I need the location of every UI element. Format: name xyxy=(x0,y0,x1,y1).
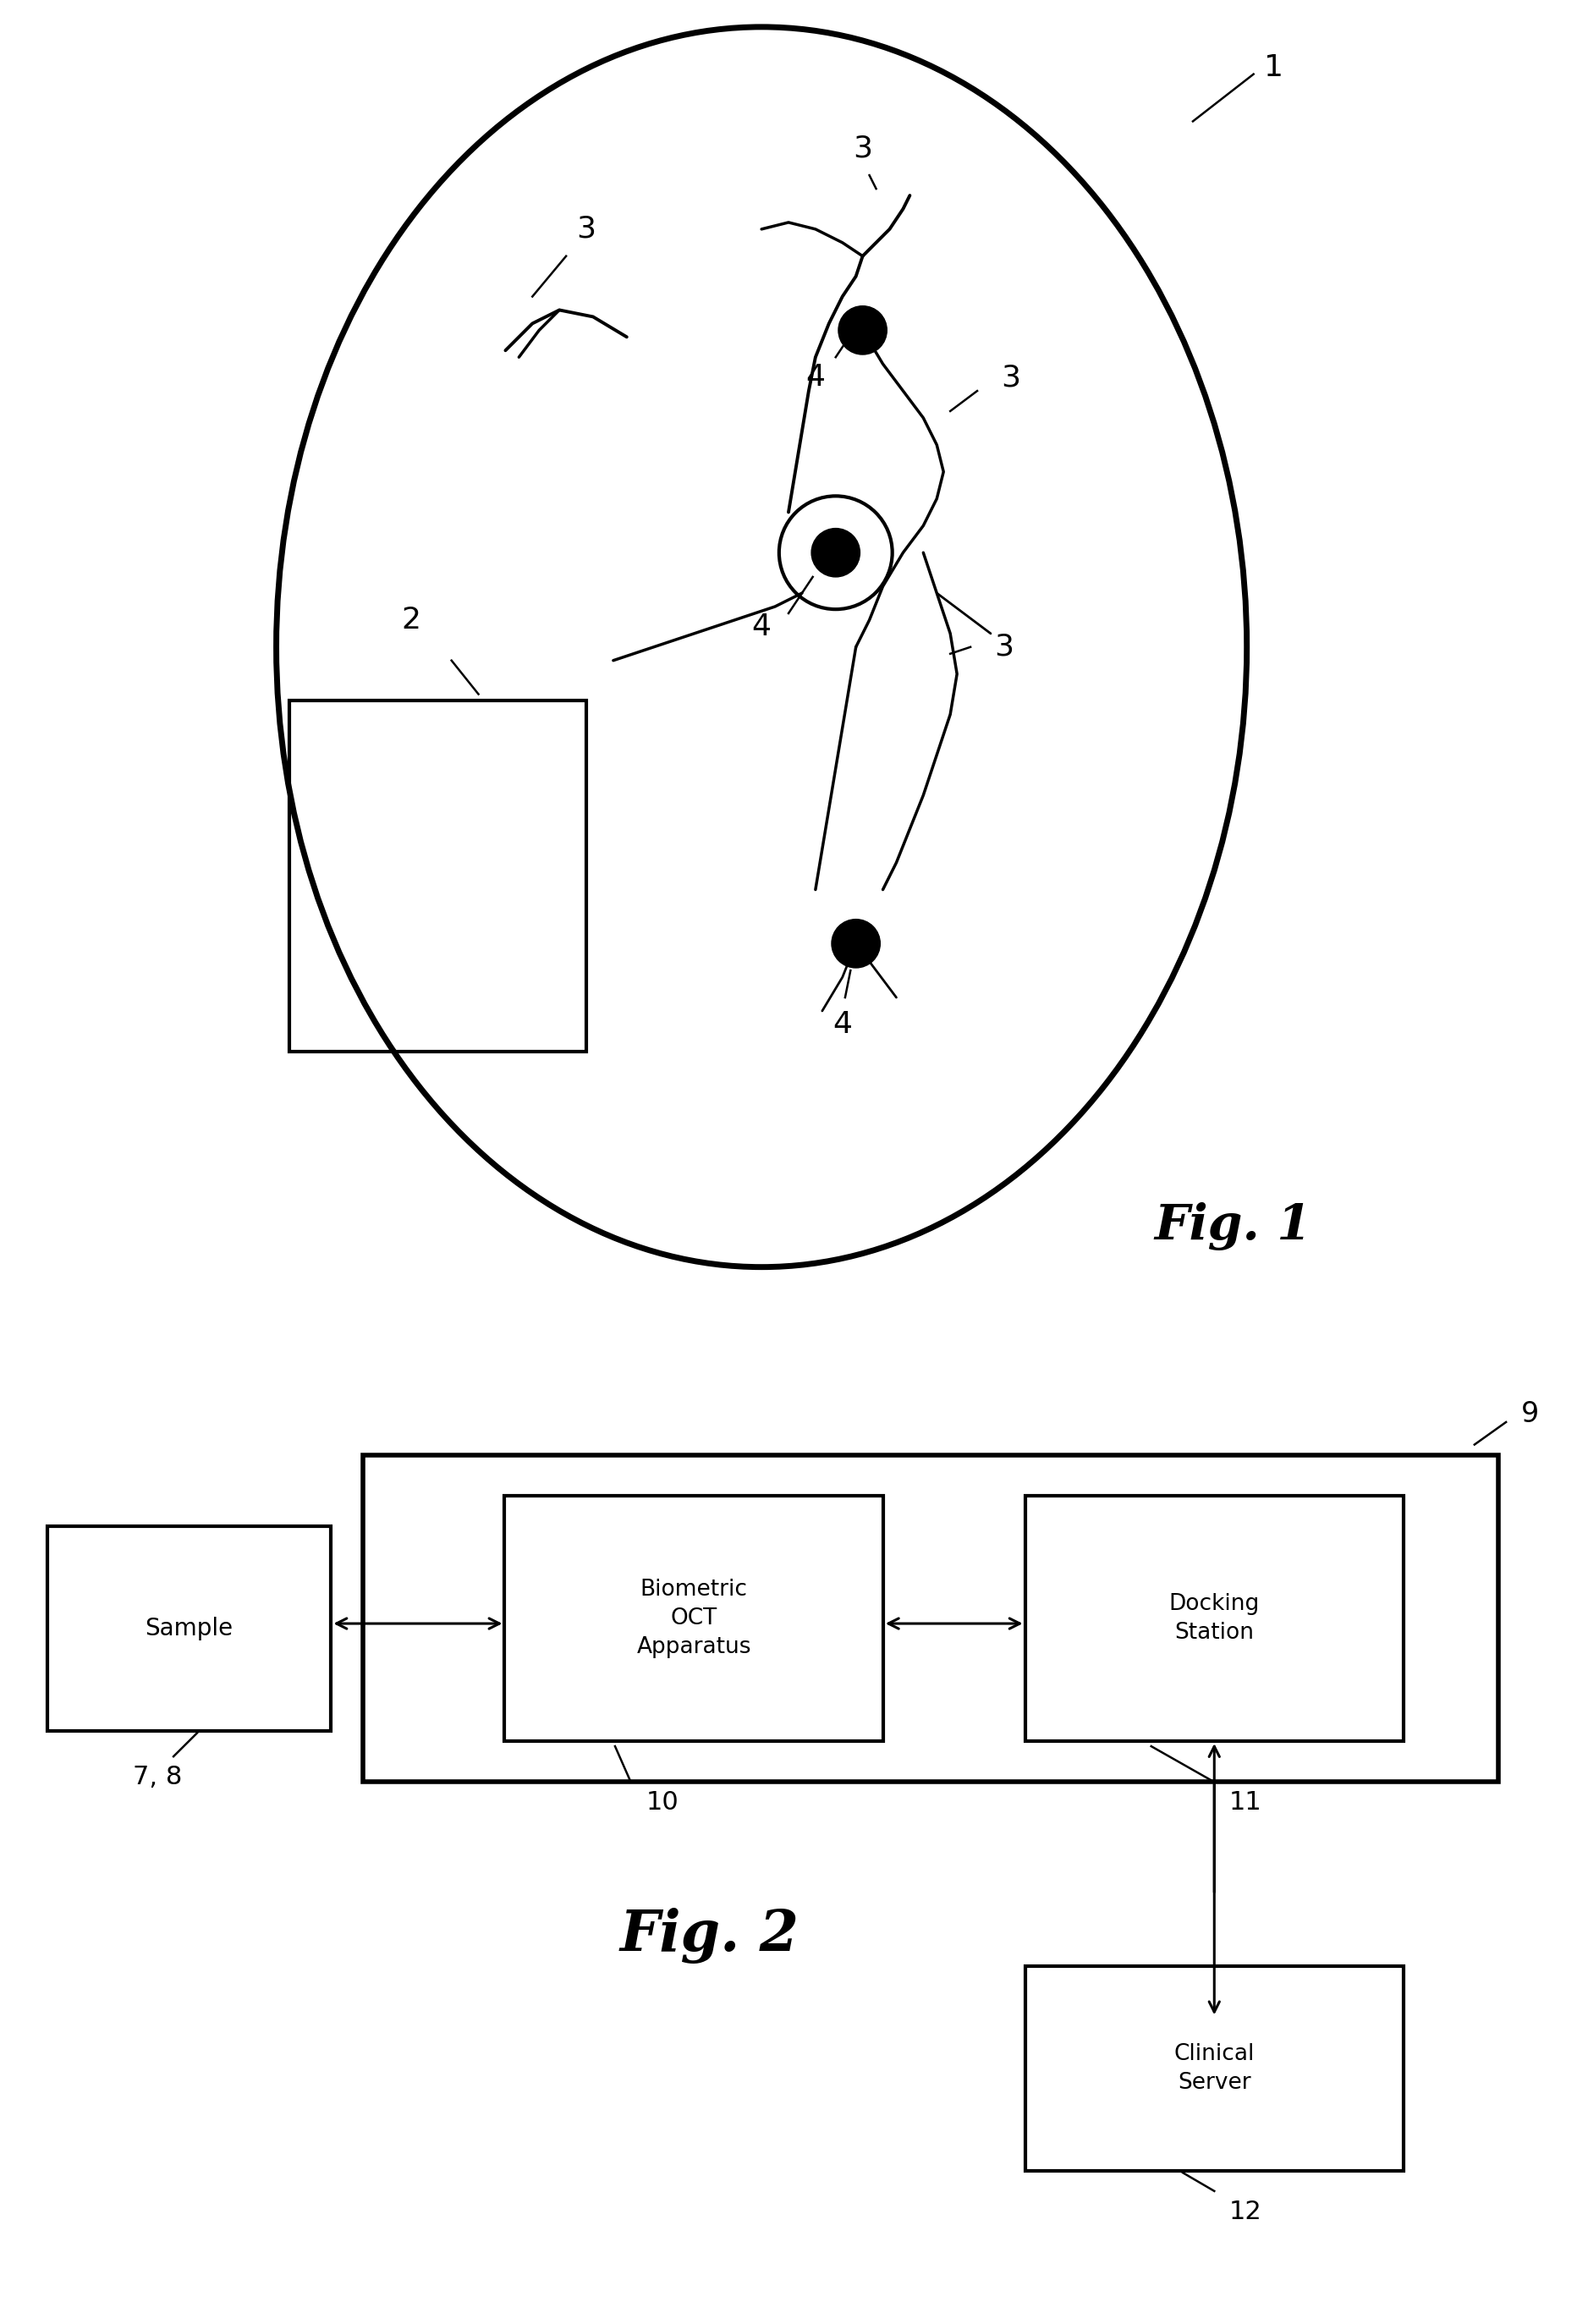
Text: 4: 4 xyxy=(833,1011,852,1039)
Bar xyxy=(1025,1966,1404,2171)
Text: Biometric
OCT
Apparatus: Biometric OCT Apparatus xyxy=(637,1578,751,1659)
Text: 3: 3 xyxy=(995,632,1014,662)
Text: 4: 4 xyxy=(752,614,771,641)
Text: 1: 1 xyxy=(1265,53,1284,81)
Text: 3: 3 xyxy=(853,135,872,163)
Circle shape xyxy=(812,528,859,576)
Text: Docking
Station: Docking Station xyxy=(1169,1592,1260,1643)
Text: Sample: Sample xyxy=(145,1618,233,1641)
Text: 2: 2 xyxy=(401,607,421,634)
Text: 11: 11 xyxy=(1230,1789,1262,1815)
Text: Fig. 2: Fig. 2 xyxy=(620,1908,800,1964)
Text: 12: 12 xyxy=(1230,2199,1262,2224)
Bar xyxy=(1025,1497,1404,1741)
Bar xyxy=(47,1527,331,1731)
Circle shape xyxy=(839,307,886,356)
Bar xyxy=(290,702,587,1050)
Text: 9: 9 xyxy=(1520,1399,1539,1427)
Text: 7, 8: 7, 8 xyxy=(132,1764,183,1789)
Text: 10: 10 xyxy=(647,1789,678,1815)
Text: 4: 4 xyxy=(806,363,825,393)
Text: Fig. 1: Fig. 1 xyxy=(1154,1202,1312,1250)
Text: Clinical
Server: Clinical Server xyxy=(1173,2043,1255,2094)
Bar xyxy=(505,1497,883,1741)
Text: 3: 3 xyxy=(577,214,596,244)
Circle shape xyxy=(831,920,880,967)
Bar xyxy=(363,1455,1498,1783)
Text: 3: 3 xyxy=(1001,363,1020,393)
